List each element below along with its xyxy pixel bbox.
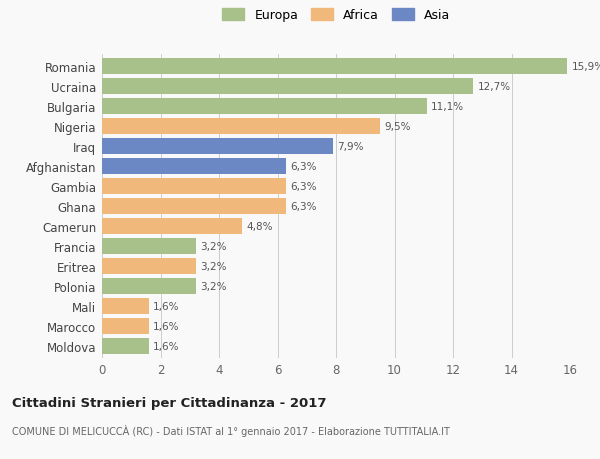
Bar: [102, 258, 196, 274]
Text: 15,9%: 15,9%: [571, 62, 600, 72]
Bar: [102, 278, 196, 294]
Text: 3,2%: 3,2%: [200, 281, 226, 291]
Bar: [102, 218, 242, 235]
Text: Cittadini Stranieri per Cittadinanza - 2017: Cittadini Stranieri per Cittadinanza - 2…: [12, 396, 326, 409]
Bar: [102, 79, 473, 95]
Bar: [102, 59, 567, 75]
Bar: [102, 298, 149, 314]
Bar: [102, 198, 286, 215]
Text: 7,9%: 7,9%: [337, 142, 364, 152]
Bar: [102, 179, 286, 195]
Bar: [102, 318, 149, 334]
Bar: [102, 99, 427, 115]
Text: 11,1%: 11,1%: [431, 102, 464, 112]
Text: 3,2%: 3,2%: [200, 261, 226, 271]
Text: 6,3%: 6,3%: [290, 202, 317, 212]
Bar: [102, 338, 149, 354]
Bar: [102, 139, 333, 155]
Text: 1,6%: 1,6%: [153, 341, 179, 351]
Bar: [102, 119, 380, 135]
Text: 4,8%: 4,8%: [247, 222, 273, 231]
Text: 6,3%: 6,3%: [290, 162, 317, 172]
Text: 1,6%: 1,6%: [153, 301, 179, 311]
Bar: [102, 238, 196, 255]
Text: 9,5%: 9,5%: [384, 122, 411, 132]
Bar: [102, 158, 286, 175]
Text: 3,2%: 3,2%: [200, 241, 226, 252]
Text: 12,7%: 12,7%: [478, 82, 511, 92]
Text: 6,3%: 6,3%: [290, 182, 317, 191]
Text: COMUNE DI MELICUCCÀ (RC) - Dati ISTAT al 1° gennaio 2017 - Elaborazione TUTTITAL: COMUNE DI MELICUCCÀ (RC) - Dati ISTAT al…: [12, 424, 450, 436]
Legend: Europa, Africa, Asia: Europa, Africa, Asia: [219, 7, 453, 25]
Text: 1,6%: 1,6%: [153, 321, 179, 331]
